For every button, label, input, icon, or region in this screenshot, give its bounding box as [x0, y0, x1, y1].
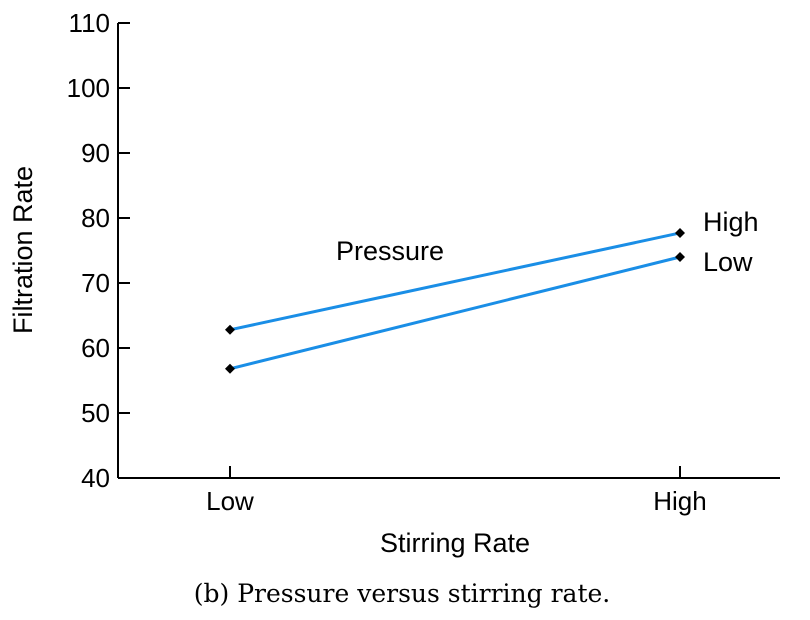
y-axis-title: Filtration Rate: [8, 166, 38, 334]
y-tick-label: 40: [81, 463, 110, 493]
y-tick-label: 50: [81, 398, 110, 428]
figure-caption: (b) Pressure versus stirring rate.: [194, 579, 611, 608]
data-point-low: [675, 252, 685, 262]
series-line-low: [229, 255, 681, 371]
data-point-high: [225, 324, 235, 335]
series-label-low: Low: [703, 247, 753, 277]
y-ticks: 40 50 60 70 80 90 100 110: [67, 8, 130, 493]
series-line-high: [229, 231, 681, 332]
series-group: [225, 227, 685, 374]
x-tick-label: High: [653, 486, 706, 516]
y-tick-label: 60: [81, 333, 110, 363]
y-tick-label: 70: [81, 268, 110, 298]
axes: [117, 23, 780, 479]
y-tick-label: 90: [81, 138, 110, 168]
series-label-high: High: [703, 207, 759, 237]
y-tick-label: 80: [81, 203, 110, 233]
legend-title: Pressure: [336, 236, 444, 266]
x-axis-title: Stirring Rate: [380, 528, 530, 558]
data-point-high: [675, 227, 685, 238]
data-point-low: [225, 363, 235, 374]
x-ticks: Low High: [206, 466, 707, 516]
y-tick-label: 100: [67, 73, 110, 103]
y-tick-label: 110: [69, 8, 110, 38]
series-labels: High Low: [703, 207, 759, 277]
x-tick-label: Low: [206, 486, 254, 516]
